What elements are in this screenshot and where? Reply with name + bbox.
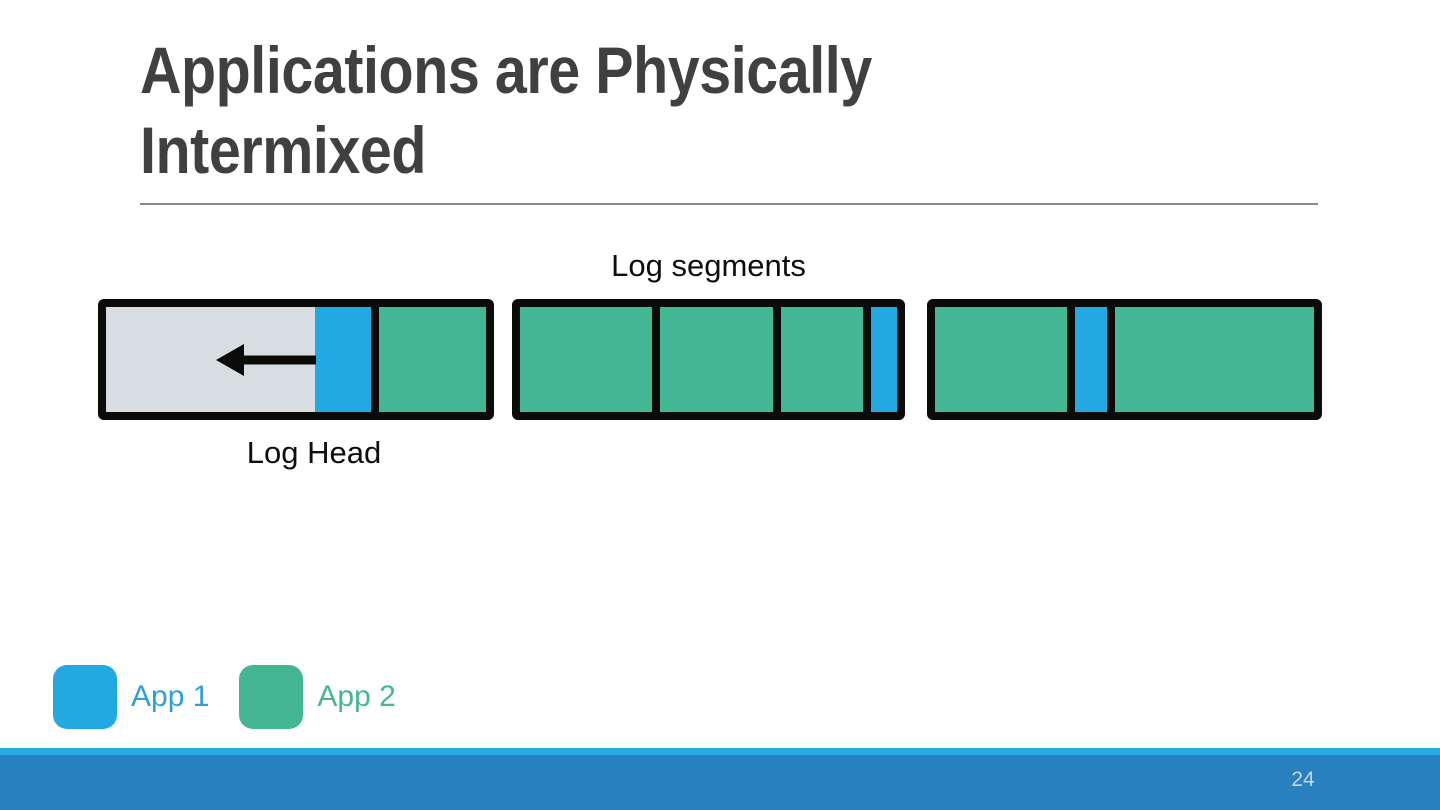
log-segment-box-right	[927, 299, 1322, 420]
app2-color-swatch	[239, 665, 304, 729]
segment-app2	[781, 307, 864, 412]
app1-color-swatch	[53, 665, 117, 729]
segment-free	[106, 307, 315, 412]
segment-divider	[773, 307, 782, 412]
log-segment-box-right-segments	[935, 307, 1314, 412]
segment-app2	[1115, 307, 1314, 412]
segment-divider	[863, 307, 872, 412]
slide-title: Applications are Physically Intermixed	[140, 30, 872, 190]
footer-accent-stripe	[0, 748, 1440, 755]
footer-bar	[0, 755, 1440, 810]
slide-title-line2: Intermixed	[140, 113, 427, 187]
legend-label-app1: App 1	[131, 680, 210, 713]
log-segments-label: Log segments	[611, 248, 806, 283]
page-number: 24	[1291, 768, 1315, 791]
segment-divider	[651, 307, 660, 412]
log-head-label: Log Head	[246, 435, 382, 470]
log-head-box-segments	[106, 307, 486, 412]
segment-app2	[520, 307, 652, 412]
segment-divider	[1067, 307, 1076, 412]
segment-app1	[871, 307, 897, 412]
segment-app2	[379, 307, 486, 412]
segment-app2	[659, 307, 774, 412]
segment-divider	[371, 307, 379, 412]
segment-app1	[315, 307, 371, 412]
segment-app2	[935, 307, 1068, 412]
segment-app1	[1075, 307, 1108, 412]
log-segment-box-middle-segments	[520, 307, 897, 412]
legend-item-app1: App 1	[53, 665, 209, 729]
legend: App 1 App 2	[53, 665, 396, 729]
slide-title-line1: Applications are Physically	[140, 33, 872, 107]
log-segment-box-middle	[512, 299, 905, 420]
title-underline	[140, 203, 1318, 205]
legend-label-app2: App 2	[317, 680, 396, 713]
segment-divider	[1107, 307, 1116, 412]
legend-item-app2: App 2	[239, 665, 396, 729]
log-head-box	[98, 299, 494, 420]
